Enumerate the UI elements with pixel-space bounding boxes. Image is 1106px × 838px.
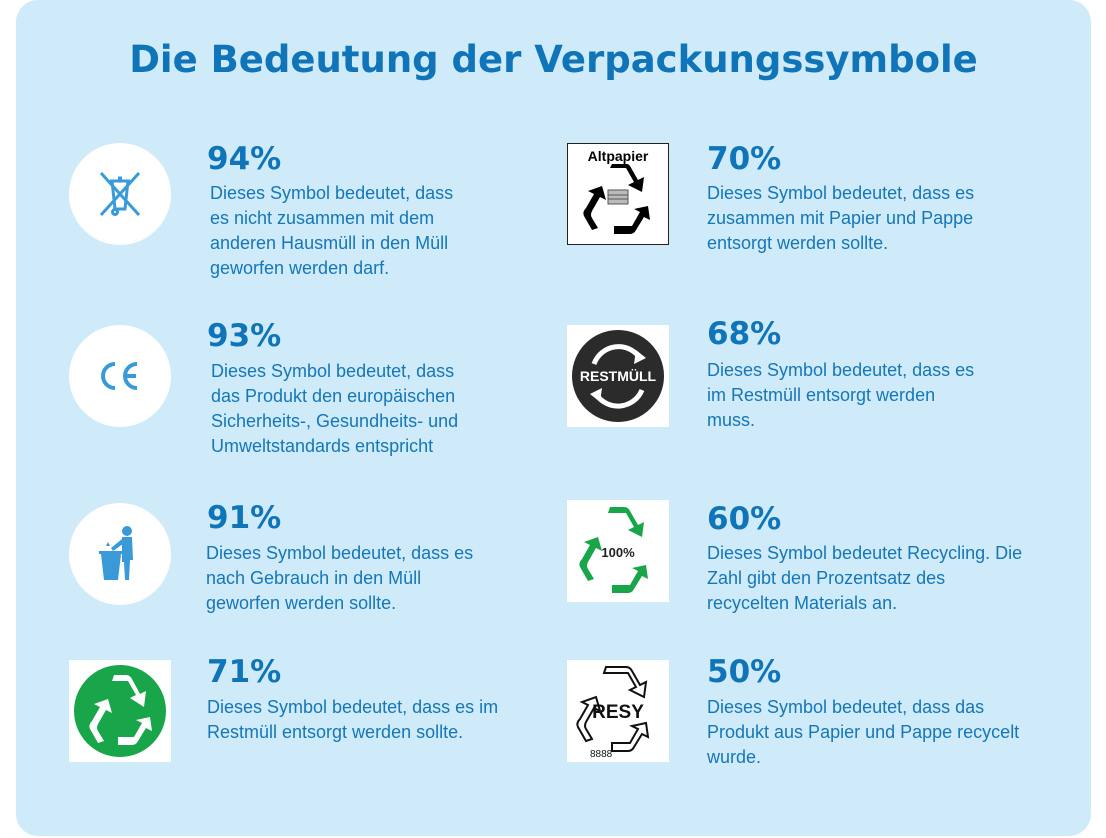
page-title: Die Bedeutung der Verpackungssymbole <box>129 38 978 81</box>
percent-label: 50% <box>707 654 782 690</box>
percent-label: 71% <box>207 654 282 690</box>
altpapier-label: Altpapier <box>587 148 649 164</box>
green-recycling-circle-icon <box>69 660 171 762</box>
resy-label: RESY <box>592 702 644 723</box>
percent-label: 60% <box>707 501 782 537</box>
description-text: Dieses Symbol bedeutet Recycling. Die Za… <box>707 543 1023 613</box>
description-text: Dieses Symbol bedeutet, dass das Produkt… <box>707 697 1020 767</box>
recycling-percent-label: 100% <box>601 545 635 560</box>
percent-label: 68% <box>707 316 782 352</box>
restmuell-circle-icon: RESTMÜLL <box>567 325 669 427</box>
percent-label: 93% <box>207 318 282 354</box>
recycling-100-percent-icon: 100% <box>567 500 669 602</box>
crossed-out-bin-icon <box>69 143 171 245</box>
resy-icon: RESY 8888 <box>567 660 669 762</box>
description-text: Dieses Symbol bedeutet, dass es nach Geb… <box>206 543 474 613</box>
percent-label: 91% <box>207 500 282 536</box>
description-text: Dieses Symbol bedeutet, dass es nicht zu… <box>210 183 454 278</box>
restmuell-label: RESTMÜLL <box>580 368 657 384</box>
description-text: Dieses Symbol bedeutet, dass es im Restm… <box>207 697 499 742</box>
description-text: Dieses Symbol bedeutet, dass das Produkt… <box>211 361 459 456</box>
percent-label: 94% <box>207 141 282 177</box>
person-binning-trash-icon <box>69 503 171 605</box>
altpapier-recycling-icon: Altpapier <box>567 143 669 245</box>
ce-mark-icon <box>69 325 171 427</box>
infographic-panel: Die Bedeutung der Verpackungssymbole 94%… <box>16 0 1091 836</box>
percent-label: 70% <box>707 141 782 177</box>
description-text: Dieses Symbol bedeutet, dass es zusammen… <box>707 183 975 253</box>
recycling-arrows-icon <box>583 164 650 234</box>
resy-sublabel: 8888 <box>590 749 613 759</box>
description-text: Dieses Symbol bedeutet, dass es im Restm… <box>707 360 975 430</box>
